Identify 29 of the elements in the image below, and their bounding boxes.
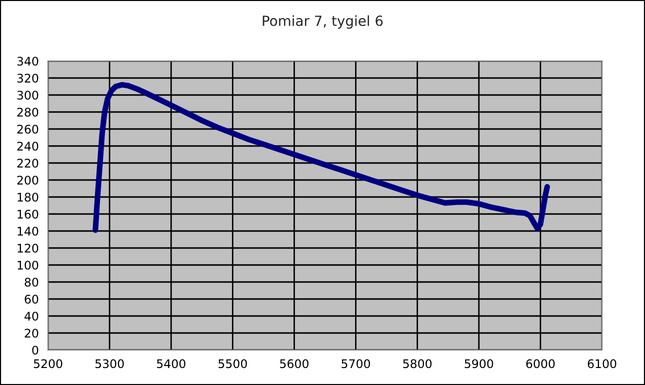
y-tick-label: 220 [17,158,38,168]
y-tick-label: 20 [24,328,38,338]
chart-title: Pomiar 7, tygiel 6 [262,15,383,29]
x-tick-label: 6100 [588,359,616,368]
y-tick-label: 260 [17,124,38,134]
x-tick-label: 5300 [95,359,124,368]
x-tick-label: 6000 [526,359,555,368]
y-tick-label: 200 [17,176,38,185]
y-tick-label: 160 [18,210,38,219]
y-tick-label: 240 [17,142,38,151]
x-tick-label: 5800 [403,359,432,368]
y-tick-label: 60 [24,294,38,304]
y-tick-label: 280 [17,108,38,117]
x-tick-label: 5500 [218,359,247,368]
y-tick-label: 100 [18,260,38,270]
y-tick-label: 40 [24,312,38,321]
y-tick-label: 0 [32,346,38,355]
x-tick-label: 5700 [342,359,370,368]
y-tick-label: 120 [18,244,38,253]
x-tick-label: 5900 [464,359,494,368]
y-tick-label: 320 [17,74,38,83]
y-tick-label: 80 [24,278,38,287]
x-tick-label: 5200 [34,359,62,368]
x-tick-label: 5400 [157,359,186,368]
y-tick-label: 180 [18,192,38,202]
y-tick-label: 140 [18,226,38,236]
x-tick-label: 5600 [280,359,308,368]
y-tick-label: 300 [17,90,38,100]
y-tick-label: 340 [17,56,38,66]
